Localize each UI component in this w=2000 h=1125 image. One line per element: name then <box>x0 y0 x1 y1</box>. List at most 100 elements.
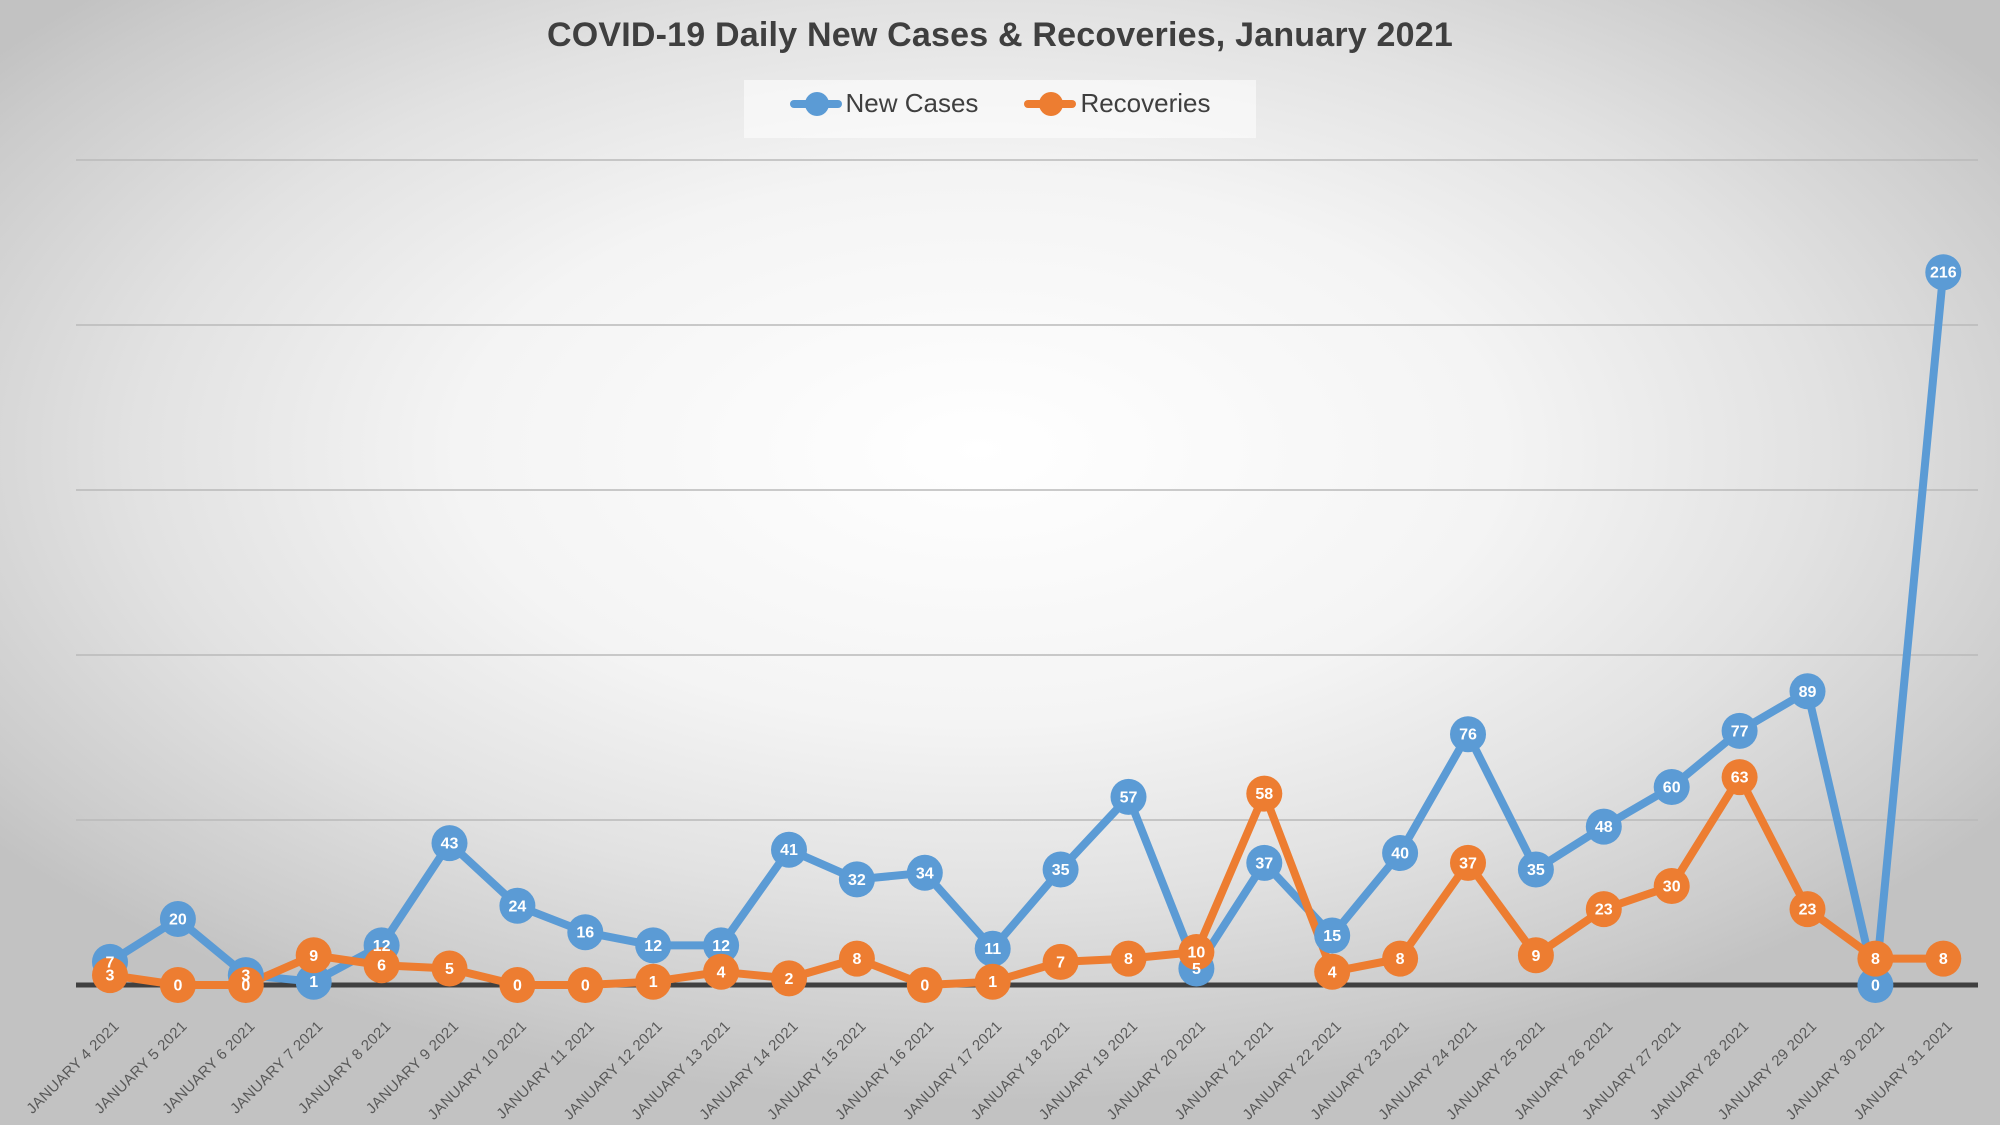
data-point-label-recoveries: 1 <box>649 974 658 991</box>
data-point-marker-new-cases <box>1042 851 1079 888</box>
data-point-marker-new-cases <box>1925 254 1962 291</box>
legend-item-recoveries: Recoveries <box>1024 88 1211 119</box>
data-point-label-recoveries: 0 <box>920 978 929 995</box>
data-point-label-recoveries: 9 <box>1531 948 1540 965</box>
data-point-marker-new-cases <box>1857 967 1894 1003</box>
data-point-marker-recoveries <box>906 967 943 1003</box>
data-point-marker-recoveries <box>771 960 807 997</box>
data-point-label-new-cases: 12 <box>712 938 730 955</box>
data-point-label-recoveries: 8 <box>1871 951 1880 968</box>
data-point-label-new-cases: 24 <box>509 898 527 915</box>
data-point-label-new-cases: 216 <box>1930 265 1957 282</box>
data-point-marker-new-cases <box>1585 808 1622 845</box>
legend-dot-swatch <box>1039 91 1064 116</box>
data-point-marker-recoveries <box>499 967 536 1003</box>
data-point-marker-recoveries <box>227 967 264 1003</box>
data-point-label-recoveries: 5 <box>445 961 454 978</box>
data-point-label-new-cases: 11 <box>984 941 1001 958</box>
data-point-marker-recoveries <box>635 963 672 1000</box>
data-point-label-recoveries: 6 <box>377 958 386 975</box>
chart-title: COVID-19 Daily New Cases & Recoveries, J… <box>546 16 1453 54</box>
data-point-label-new-cases: 37 <box>1255 855 1273 872</box>
data-point-marker-recoveries <box>1314 953 1351 990</box>
data-point-label-new-cases: 0 <box>1871 978 1880 995</box>
data-point-marker-new-cases <box>1450 716 1486 753</box>
data-point-marker-new-cases <box>1246 844 1283 881</box>
legend-dot-swatch <box>804 91 829 116</box>
data-point-marker-recoveries <box>363 947 400 984</box>
data-point-marker-new-cases <box>159 901 196 937</box>
data-point-label-new-cases: 35 <box>1527 862 1545 879</box>
data-point-label-recoveries: 7 <box>1056 954 1065 971</box>
data-point-marker-recoveries <box>1110 940 1147 977</box>
data-point-label-new-cases: 15 <box>1323 928 1341 945</box>
data-point-marker-recoveries <box>1178 934 1215 970</box>
data-point-marker-new-cases <box>567 914 604 951</box>
data-point-label-new-cases: 1 <box>309 974 318 991</box>
data-point-label-new-cases: 20 <box>169 912 187 929</box>
data-point-marker-recoveries <box>1789 891 1826 928</box>
data-point-label-recoveries: 1 <box>988 974 997 991</box>
data-point-label-recoveries: 4 <box>717 964 726 981</box>
data-point-marker-new-cases <box>974 930 1011 967</box>
data-point-label-recoveries: 0 <box>173 978 182 995</box>
data-point-marker-new-cases <box>1789 673 1826 710</box>
data-point-marker-recoveries <box>1042 943 1079 980</box>
data-point-label-new-cases: 12 <box>373 938 391 955</box>
data-point-label-new-cases: 7 <box>106 954 115 971</box>
data-point-label-recoveries: 30 <box>1663 879 1681 896</box>
data-point-marker-recoveries <box>1721 759 1758 796</box>
data-point-marker-new-cases <box>635 927 672 964</box>
data-point-label-new-cases: 89 <box>1799 684 1817 701</box>
legend-background <box>744 80 1256 138</box>
data-point-label-recoveries: 23 <box>1595 902 1613 919</box>
data-point-marker-recoveries <box>1382 940 1419 977</box>
data-point-marker-recoveries <box>92 957 128 994</box>
data-point-label-recoveries: 0 <box>513 978 522 995</box>
line-marker-icon <box>1024 91 1077 116</box>
data-point-label-new-cases: 43 <box>441 836 459 853</box>
data-point-marker-recoveries <box>431 950 468 987</box>
data-point-label-recoveries: 37 <box>1459 855 1477 872</box>
data-point-label-recoveries: 0 <box>581 978 590 995</box>
series-line-new-cases <box>106 268 1948 989</box>
data-point-marker-recoveries <box>1246 775 1283 812</box>
data-point-label-new-cases: 34 <box>916 865 934 882</box>
data-point-marker-recoveries <box>1517 937 1554 974</box>
data-point-label-new-cases: 12 <box>644 938 662 955</box>
data-point-label-recoveries: 10 <box>1188 945 1206 962</box>
data-point-label-recoveries: 58 <box>1255 786 1273 803</box>
data-point-marker-new-cases <box>1721 712 1758 749</box>
data-point-marker-recoveries <box>159 967 196 1003</box>
data-point-marker-new-cases <box>1653 769 1690 805</box>
data-point-marker-new-cases <box>1314 917 1351 954</box>
data-point-label-recoveries: 4 <box>1328 964 1337 981</box>
data-point-label-new-cases: 5 <box>1192 961 1201 978</box>
data-point-label-recoveries: 3 <box>106 968 115 985</box>
data-point-label-new-cases: 16 <box>576 925 594 942</box>
data-point-marker-new-cases <box>499 887 536 924</box>
data-point-marker-recoveries <box>1450 844 1486 881</box>
data-point-marker-recoveries <box>1857 940 1894 977</box>
data-point-marker-recoveries <box>1585 891 1622 928</box>
data-point-label-new-cases: 41 <box>780 842 798 859</box>
data-point-marker-new-cases <box>838 861 875 898</box>
data-point-marker-new-cases <box>703 927 740 964</box>
series-line-recoveries <box>106 773 1948 989</box>
data-point-marker-new-cases <box>906 854 943 891</box>
legend: New Cases Recoveries <box>0 88 2000 119</box>
data-point-label-new-cases: 40 <box>1391 846 1409 863</box>
data-point-marker-recoveries <box>703 953 740 990</box>
data-point-label-new-cases: 76 <box>1459 727 1477 744</box>
data-point-label-new-cases: 32 <box>848 872 866 889</box>
data-point-marker-new-cases <box>1517 851 1554 888</box>
line-marker-icon <box>789 91 842 116</box>
data-point-label-recoveries: 8 <box>1396 951 1405 968</box>
data-point-marker-new-cases <box>771 831 807 868</box>
data-point-marker-recoveries <box>1653 868 1690 904</box>
data-point-marker-new-cases <box>431 825 468 862</box>
data-point-marker-new-cases <box>1110 778 1147 815</box>
data-point-label-new-cases: 60 <box>1663 780 1681 797</box>
data-point-label-recoveries: 8 <box>1124 951 1133 968</box>
data-point-marker-new-cases <box>295 963 332 1000</box>
